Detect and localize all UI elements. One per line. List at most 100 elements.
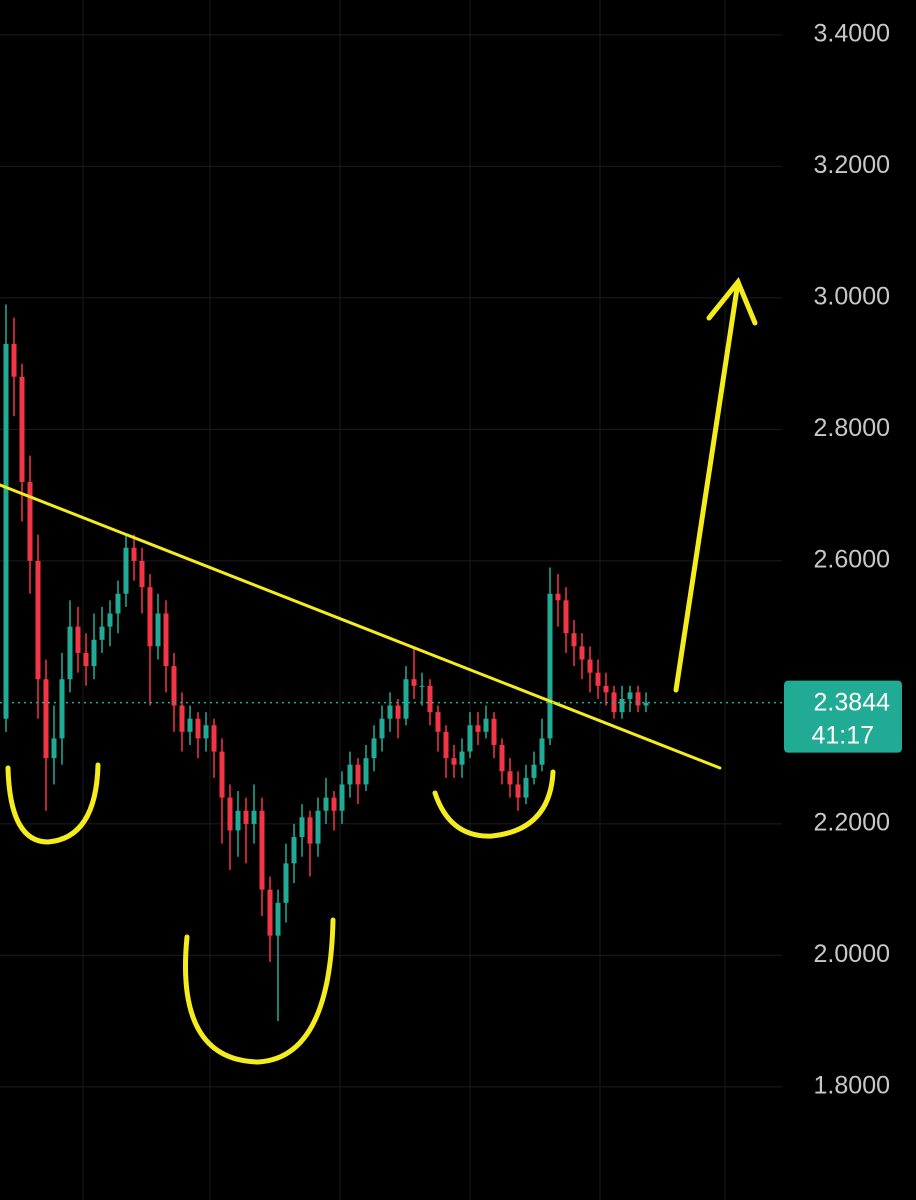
candle-body <box>171 666 177 706</box>
candle-body <box>475 725 481 732</box>
candle-body <box>291 837 297 864</box>
candle-body <box>587 659 593 673</box>
candle-body <box>187 718 193 732</box>
candle-body <box>35 560 41 680</box>
vertical-grid <box>82 0 726 1200</box>
candle-body <box>603 685 609 693</box>
price-axis: 3.4000 3.2000 3.0000 2.8000 2.6000 2.2000 2.00… <box>814 19 890 1099</box>
candle-body <box>27 481 33 561</box>
y-tick-label: 3.4000 <box>814 19 890 47</box>
candle-body <box>3 343 9 719</box>
candle-body <box>147 587 153 647</box>
candle-body <box>123 547 129 594</box>
candle-body <box>227 797 233 831</box>
candle-body <box>491 718 497 745</box>
y-tick-label: 2.2000 <box>814 808 890 836</box>
candle-body <box>595 672 601 686</box>
candle-body <box>435 712 441 732</box>
candle-body <box>459 751 465 765</box>
y-tick-label: 2.6000 <box>814 545 890 573</box>
candle-body <box>267 889 273 936</box>
candle-body <box>299 817 305 838</box>
last-price-label: 2.3844 <box>814 688 891 716</box>
countdown-label: 41:17 <box>811 721 874 749</box>
candle-body <box>59 679 65 739</box>
y-tick-label: 3.2000 <box>814 151 890 179</box>
candle-body <box>443 731 449 759</box>
candle-body <box>259 810 265 890</box>
candle-body <box>283 863 289 903</box>
candle-body <box>403 679 409 719</box>
candle-body <box>579 646 585 660</box>
candle-body <box>107 613 113 627</box>
candle-body <box>507 771 513 785</box>
arrow-head <box>706 277 758 326</box>
candle-body <box>467 725 473 752</box>
candle-body <box>371 738 377 759</box>
candle-body <box>635 692 641 706</box>
candle-body <box>75 626 81 653</box>
candle-body <box>379 718 385 739</box>
candle-body <box>155 613 161 647</box>
candle-body <box>523 777 529 798</box>
candle-body <box>427 685 433 713</box>
y-tick-label: 2.0000 <box>814 940 890 968</box>
candle-body <box>307 817 313 844</box>
candle-body <box>67 626 73 680</box>
breakout-arrow <box>673 279 741 693</box>
candle-body <box>251 810 257 824</box>
candle-body <box>563 600 569 634</box>
candle-body <box>131 547 137 561</box>
candle-body <box>643 702 649 706</box>
candle-body <box>571 633 577 647</box>
candle-body <box>115 593 121 614</box>
candle-body <box>483 718 489 732</box>
candle-body <box>555 593 561 601</box>
grid <box>0 34 782 1088</box>
left-shoulder-curve <box>5 762 101 845</box>
candle-body <box>51 738 57 759</box>
candle-body <box>19 376 25 482</box>
candle-body <box>451 758 457 765</box>
last-price-box <box>784 680 902 753</box>
candle-body <box>547 593 553 739</box>
last-price: 2.3844 41:17 <box>0 680 902 753</box>
candle-body <box>627 692 633 699</box>
candle-body <box>275 902 281 936</box>
candle-body <box>387 705 393 719</box>
candle-body <box>99 626 105 640</box>
candle-body <box>515 784 521 798</box>
candle-body <box>499 744 505 772</box>
candle-body <box>531 764 537 778</box>
candles <box>3 304 649 1022</box>
annotations <box>0 277 758 1065</box>
candle-body <box>211 725 217 752</box>
head-curve <box>183 917 336 1065</box>
candle-body <box>195 718 201 739</box>
candle-body <box>419 685 425 687</box>
candle-body <box>219 751 225 798</box>
candle-body <box>539 738 545 765</box>
candle-body <box>43 679 49 759</box>
candle-body <box>139 560 145 588</box>
candle-body <box>83 652 89 667</box>
candle-body <box>91 639 97 667</box>
candle-body <box>411 679 417 686</box>
candle-body <box>323 797 329 811</box>
candle-body <box>355 764 361 785</box>
y-tick-label: 3.0000 <box>814 282 890 310</box>
candle-body <box>331 797 337 811</box>
y-tick-label: 2.8000 <box>814 414 890 442</box>
candle-body <box>339 784 345 811</box>
candle-body <box>163 613 169 667</box>
trend-line <box>0 483 722 770</box>
right-shoulder-curve <box>432 769 556 839</box>
candle-body <box>179 705 185 732</box>
candle-body <box>315 810 321 844</box>
candle-body <box>619 698 625 713</box>
candle-body <box>11 343 17 377</box>
candle-body <box>347 764 353 785</box>
y-tick-label: 1.8000 <box>814 1072 890 1100</box>
candle-body <box>243 810 249 824</box>
